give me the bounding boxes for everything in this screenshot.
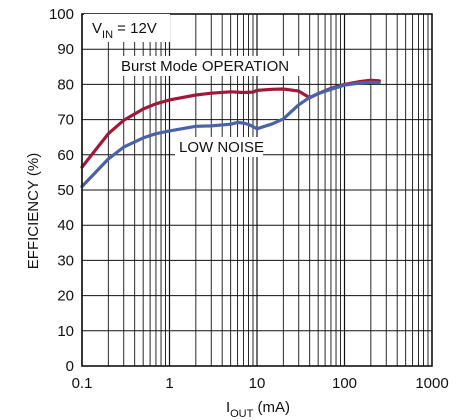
x-axis-title-unit: (mA): [253, 399, 290, 416]
y-tick-label: 10: [57, 323, 74, 340]
y-tick-label: 20: [57, 288, 74, 305]
condition-label: VIN = 12V: [92, 20, 157, 41]
x-tick-label: 10: [249, 375, 266, 392]
plot-frame: [81, 13, 433, 367]
y-tick-label: 100: [49, 6, 74, 23]
y-tick-label: 40: [57, 217, 74, 234]
y-tick-label: 90: [57, 41, 74, 58]
series-label-lownoise: LOW NOISE: [179, 139, 264, 156]
series-line-1: [80, 80, 381, 189]
x-axis-title-sub: OUT: [230, 408, 254, 420]
x-tick-label: 1000: [415, 375, 448, 392]
y-tick-label: 70: [57, 112, 74, 129]
x-tick-label: 100: [332, 375, 357, 392]
x-tick-label: 1: [165, 375, 173, 392]
x-tick-label: 0.1: [72, 375, 93, 392]
condition-rest: = 12V: [113, 20, 157, 37]
y-tick-label: 30: [57, 252, 74, 269]
x-axis-title: IOUT (mA): [226, 399, 290, 420]
y-tick-label: 0: [66, 358, 74, 375]
y-axis-title: EFFICIENCY (%): [25, 153, 42, 269]
burst-label-bg: [117, 56, 303, 76]
condition-main: V: [92, 20, 102, 37]
series-label-burst: Burst Mode OPERATION: [121, 58, 289, 75]
y-tick-label: 80: [57, 76, 74, 93]
y-tick-label: 60: [57, 147, 74, 164]
series-layer: [80, 78, 381, 189]
condition-label-bg: [84, 14, 170, 42]
x-axis-title-main: I: [226, 399, 230, 416]
tick-labels: 0 10 20 30 40 50 60 70 80 90 100 0.1 1 10 100 1000: [49, 6, 449, 392]
condition-sub: IN: [102, 29, 113, 41]
lownoise-label-bg: [175, 137, 263, 157]
y-tick-label: 50: [57, 182, 74, 199]
